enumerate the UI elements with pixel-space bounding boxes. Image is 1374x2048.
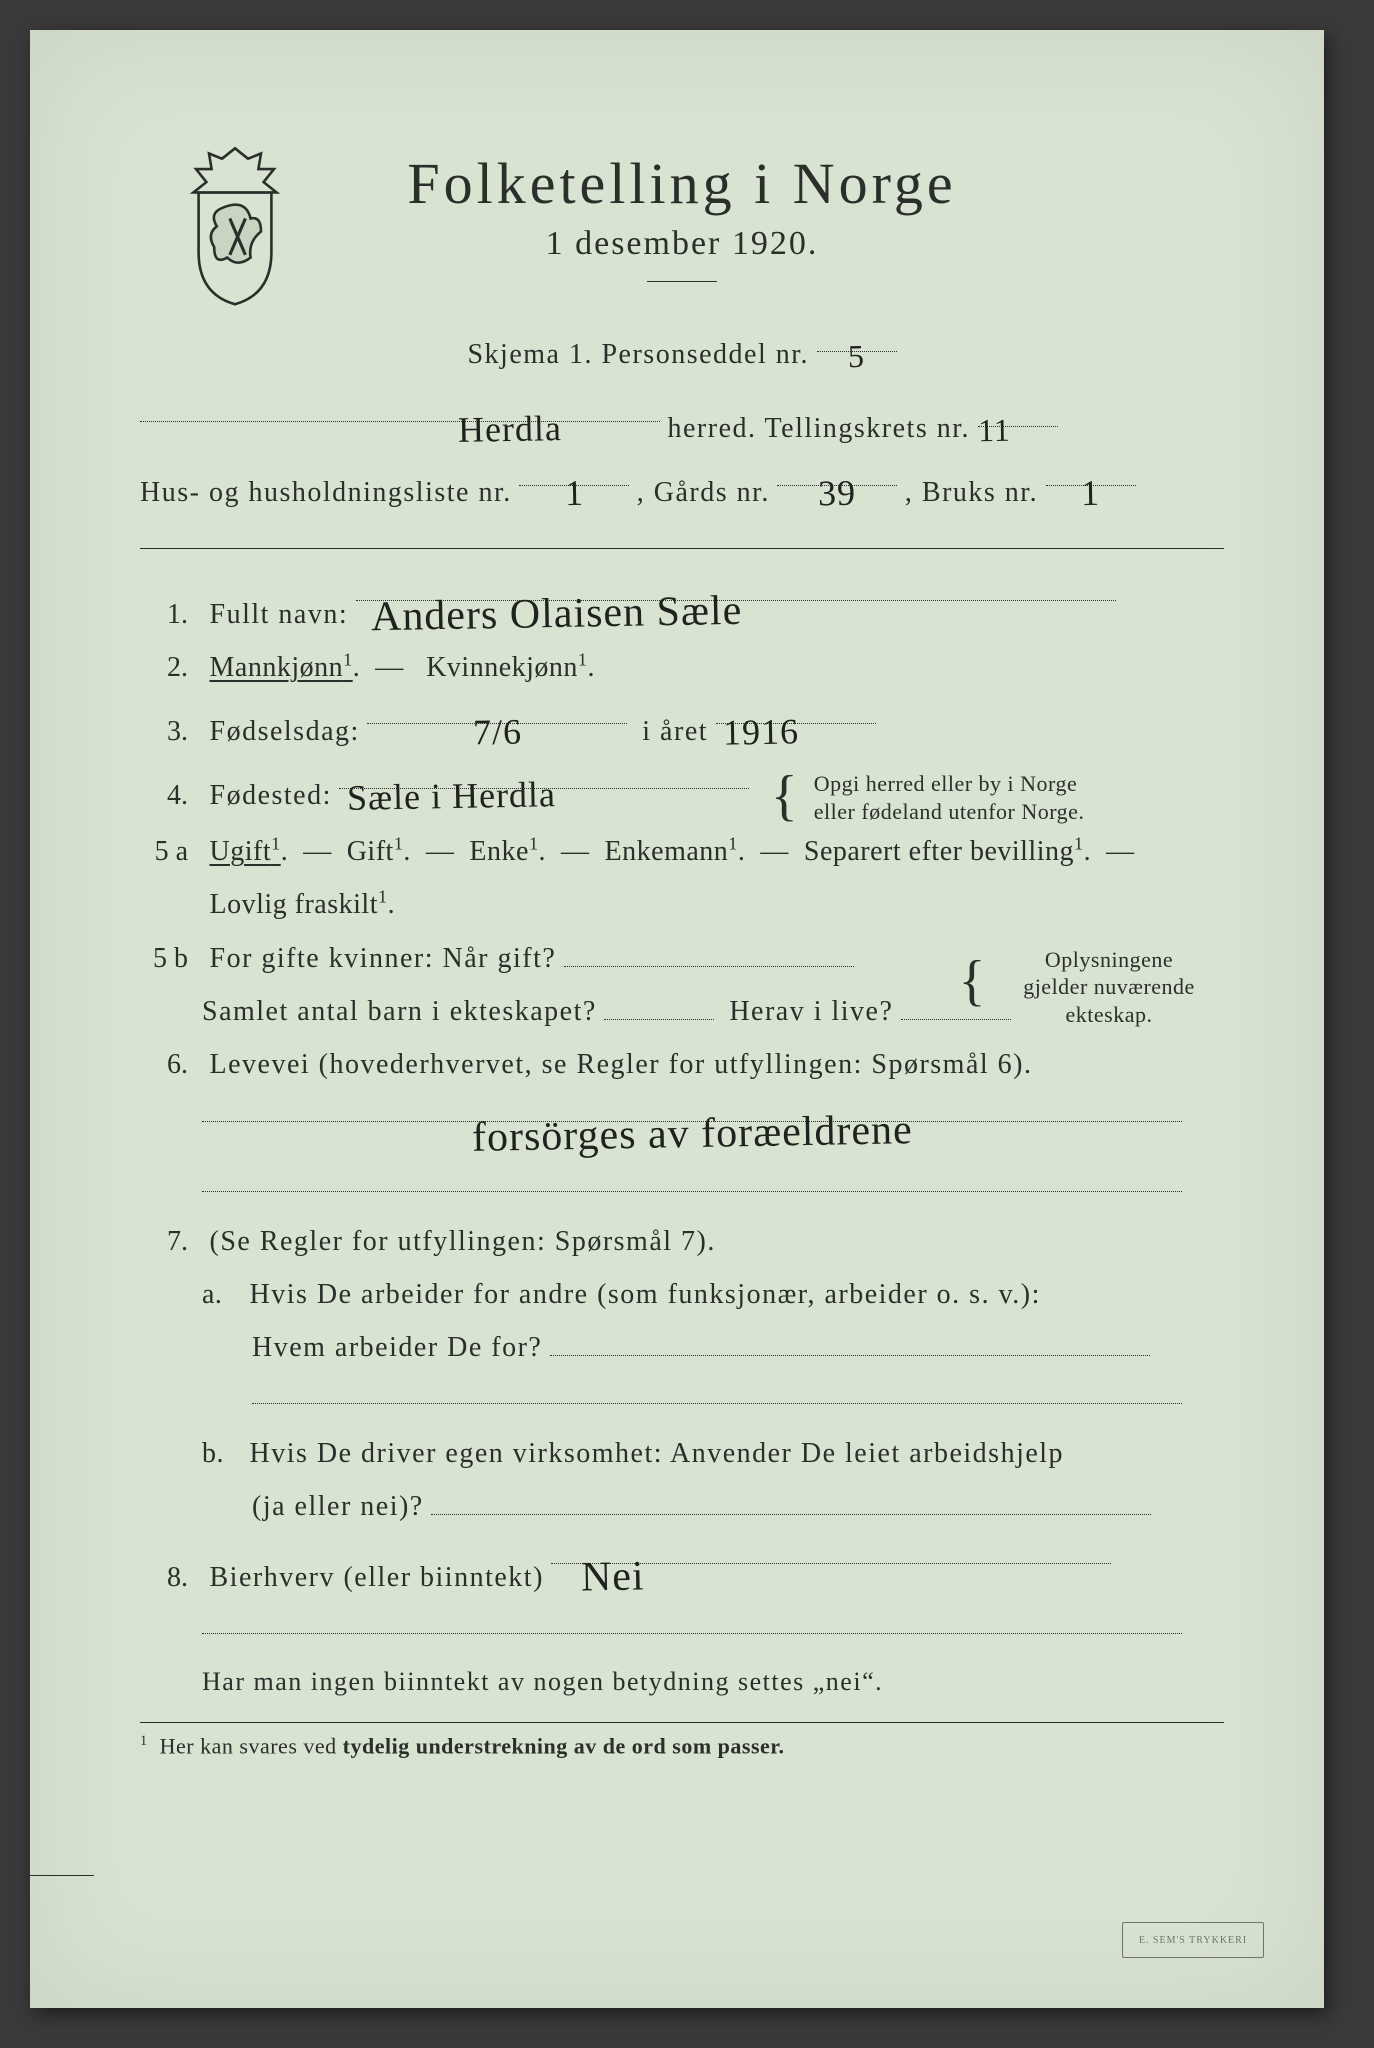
footnote-row: 1 Her kan svares ved tydelig understrekn… [140, 1733, 1224, 1759]
question-number: 4. [140, 769, 188, 822]
printer-stamp: E. SEM'S TRYKKERI [1122, 1922, 1264, 1958]
question-number: 1. [140, 588, 188, 641]
q4-note: Opgi herred eller by i Norge eller fødel… [814, 770, 1085, 825]
question-number: 8. [140, 1551, 188, 1604]
q8-hint: Har man ingen biinntekt av nogen betydni… [202, 1667, 883, 1696]
scan-frame: Folketelling i Norge 1 desember 1920. Sk… [0, 0, 1374, 2048]
form-header: Folketelling i Norge 1 desember 1920. [140, 150, 1224, 282]
brace-icon: { [771, 771, 798, 821]
question-number: 6. [140, 1038, 188, 1091]
q8-blank [140, 1604, 1224, 1657]
q5a-row: 5 a Ugift1. — Gift1. — Enke1. — Enkemann… [140, 825, 1224, 931]
q4-row: 4. Fødested: Sæle i Herdla { Opgi herred… [140, 758, 1224, 825]
q7a-blank [140, 1374, 1224, 1427]
q7a-row1: a. Hvis De arbeider for andre (som funks… [140, 1268, 1224, 1321]
q7a-label-a: Hvis De arbeider for andre (som funksjon… [250, 1279, 1041, 1310]
gards-nr: 39 [818, 459, 857, 528]
q7-label: (Se Regler for utfyllingen: Spørsmål 7). [210, 1226, 716, 1257]
q5a-separert: Separert efter bevilling1 [804, 836, 1084, 867]
hushold-label: Hus- og husholdningsliste nr. [140, 477, 512, 508]
q5a-fraskilt: Lovlig fraskilt1 [210, 889, 388, 920]
q7-row: 7. (Se Regler for utfyllingen: Spørsmål … [140, 1215, 1224, 1268]
bruks-label: , Bruks nr. [905, 477, 1038, 508]
q8-label: Bierhverv (eller biinntekt) [210, 1562, 544, 1593]
q3-label: Fødselsdag: [210, 716, 360, 747]
q2-female: Kvinnekjønn1 [426, 652, 587, 683]
q5b-label-a: For gifte kvinner: Når gift? [210, 943, 557, 974]
hus-row: Hus- og husholdningsliste nr. 1 , Gårds … [140, 455, 1224, 519]
divider [140, 548, 1224, 549]
q1-label: Fullt navn: [210, 599, 349, 630]
schema-label: Skjema 1. Personseddel nr. [467, 339, 809, 370]
coat-of-arms-icon [170, 140, 300, 310]
q3-mid: i året [642, 716, 708, 747]
footnote-text: Her kan svares ved tydelig understreknin… [160, 1734, 785, 1759]
herred-value: Herdla [457, 394, 562, 464]
tellingskrets-nr: 11 [977, 400, 1011, 461]
q7b-label-a: Hvis De driver egen virksomhet: Anvender… [250, 1438, 1065, 1469]
question-number: 5 b [140, 932, 188, 985]
q7a-label-b: Hvem arbeider De for? [252, 1332, 542, 1363]
q7a-row2: Hvem arbeider De for? [140, 1321, 1224, 1374]
birth-day: 7/6 [472, 698, 522, 767]
q7b-row2: (ja eller nei)? [140, 1480, 1224, 1533]
question-number: 3. [140, 705, 188, 758]
q5b-label-c: Herav i live? [729, 996, 893, 1027]
question-number: 7. [140, 1215, 188, 1268]
herred-row: Herdla herred. Tellingskrets nr. 11 [140, 391, 1224, 455]
q2-male: Mannkjønn1 [210, 652, 353, 683]
gards-label: , Gårds nr. [637, 477, 770, 508]
q2-row: 2. Mannkjønn1. — Kvinnekjønn1. [140, 641, 1224, 694]
question-number: 5 a [140, 825, 188, 878]
divider [647, 281, 717, 282]
margin-tick [30, 1875, 94, 1876]
birthplace-value: Sæle i Herdla [346, 760, 556, 832]
q7b-row1: b. Hvis De driver egen virksomhet: Anven… [140, 1427, 1224, 1480]
q7b-label-b: (ja eller nei)? [252, 1491, 424, 1522]
bruks-nr: 1 [1080, 459, 1100, 528]
herred-label: herred. Tellingskrets nr. [668, 413, 971, 444]
hushold-nr: 1 [564, 459, 584, 528]
q8-row: 8. Bierhverv (eller biinntekt) Nei [140, 1534, 1224, 1604]
q8-hint-row: Har man ingen biinntekt av nogen betydni… [140, 1657, 1224, 1706]
q6-row: 6. Levevei (hovederhvervet, se Regler fo… [140, 1038, 1224, 1091]
q5a-ugift: Ugift1 [210, 836, 281, 867]
q6-value-row: forsörges av foræeldrene [140, 1091, 1224, 1161]
form-subtitle: 1 desember 1920. [140, 225, 1224, 263]
personseddel-nr: 5 [847, 326, 865, 387]
q4-label: Fødested: [210, 780, 332, 811]
q5b-row2: Samlet antal barn i ekteskapet? Herav i … [140, 985, 1224, 1038]
birth-year: 1916 [722, 697, 799, 767]
q5a-enke: Enke1 [469, 836, 538, 867]
q5a-gift: Gift1 [347, 836, 404, 867]
form-paper: Folketelling i Norge 1 desember 1920. Sk… [30, 30, 1324, 2008]
q5b-row1: 5 b For gifte kvinner: Når gift? { Oplys… [140, 932, 1224, 985]
question-number: 2. [140, 641, 188, 694]
q3-row: 3. Fødselsdag: 7/6 i året 1916 [140, 694, 1224, 758]
q1-row: 1. Fullt navn: Anders Olaisen Sæle [140, 571, 1224, 641]
q5a-enkemann: Enkemann1 [605, 836, 738, 867]
q6-blank-row [140, 1161, 1224, 1214]
form-title: Folketelling i Norge [140, 150, 1224, 217]
q6-label: Levevei (hovederhvervet, se Regler for u… [210, 1049, 1033, 1080]
meta-lines: Skjema 1. Personseddel nr. 5 [140, 322, 1224, 381]
q5b-label-b: Samlet antal barn i ekteskapet? [202, 996, 597, 1027]
divider [140, 1722, 1224, 1723]
